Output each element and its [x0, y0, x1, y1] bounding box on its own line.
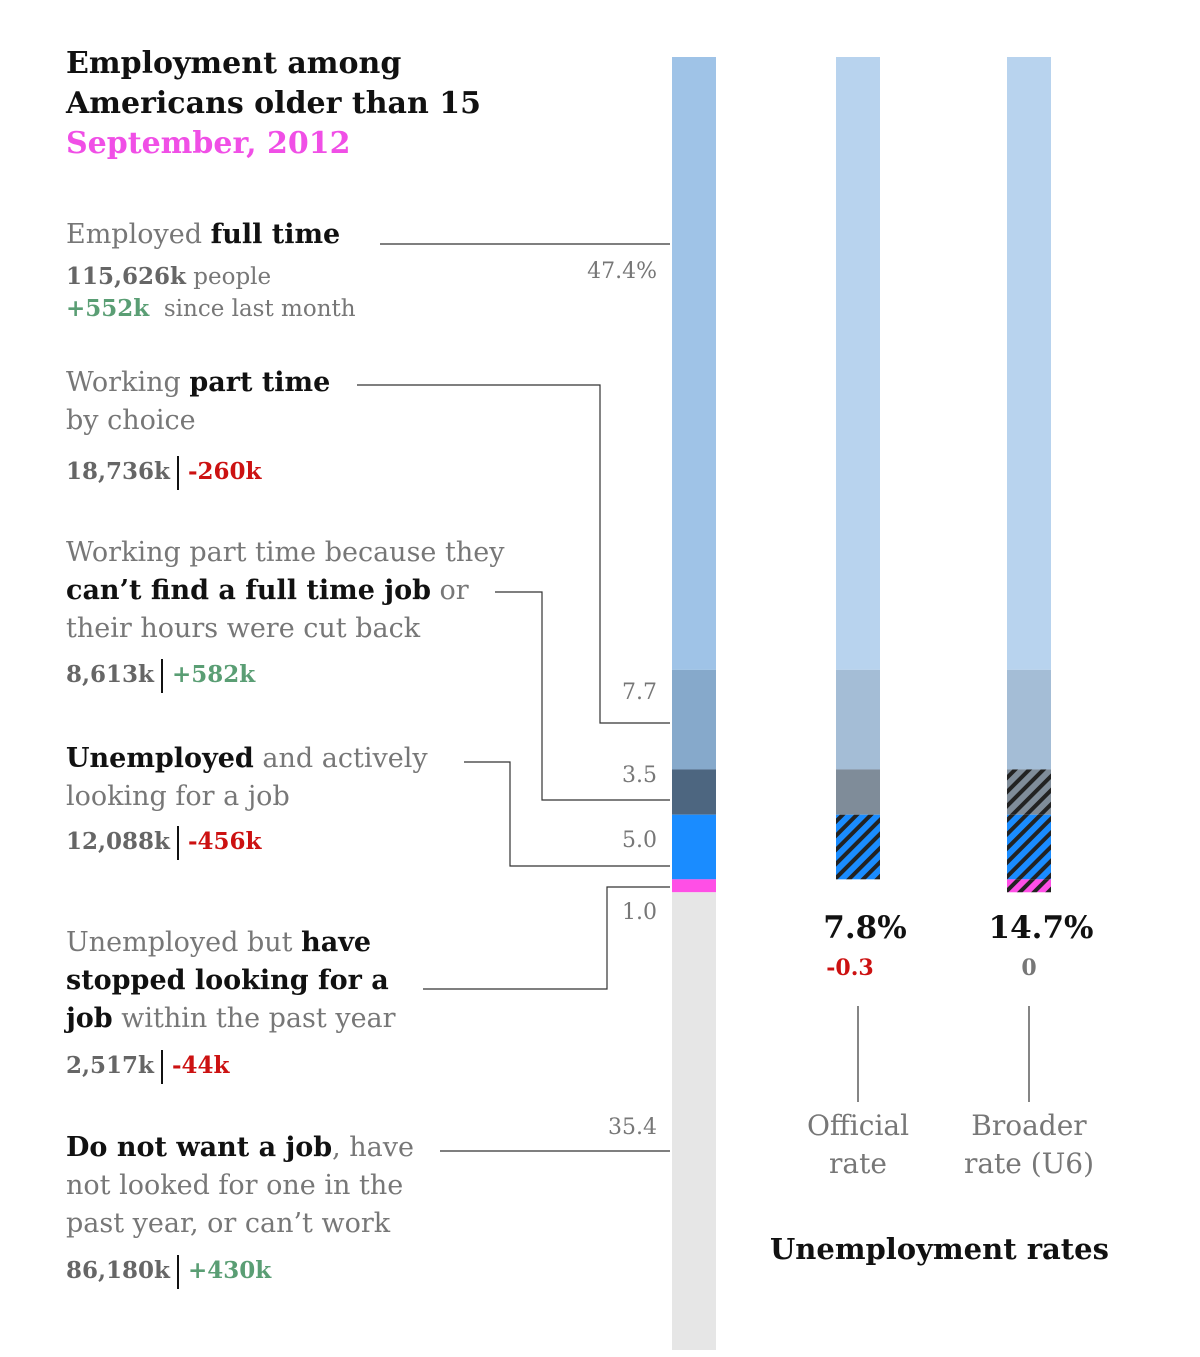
label-not-want-job: Do not want a job, have not looked for o… [66, 1129, 414, 1243]
u6-segment-part_time_economic [1007, 769, 1051, 815]
label-full-time-bold: full time [210, 219, 341, 250]
u6-rate-label-line2: rate (U6) [963, 1147, 1095, 1180]
unemployment-rates-title: Unemployment rates [770, 1232, 1109, 1266]
label-part-time-choice: Working part time by choice [66, 364, 330, 440]
label-part-time-economic: Working part time because they can’t fin… [66, 534, 504, 648]
title-line-2: Americans older than 15 [66, 86, 481, 121]
stat-separator [176, 826, 179, 860]
official-rate-bar [836, 57, 880, 880]
change-full-time: +552k [66, 295, 150, 322]
label-part-time-economic-bold: can’t find a full time job [66, 575, 431, 606]
label-stopped-looking-bold2: stopped looking for a [66, 965, 389, 996]
label-stopped-looking: Unemployed but have stopped looking for … [66, 924, 396, 1038]
u6-rate-label: Broader rate (U6) [929, 1107, 1129, 1183]
share-label-part-time-economic: 3.5 [622, 763, 657, 788]
stat-stopped-looking: 2,517k -44k [66, 1050, 229, 1084]
change-full-time-suffix: since last month [149, 296, 356, 322]
label-stopped-looking-bold: have [301, 927, 372, 958]
label-stopped-looking-post: within the past year [112, 1003, 396, 1034]
leader-part-time-economic [495, 591, 670, 801]
label-part-time-choice-post: by choice [66, 405, 196, 436]
main-stacked-bar [672, 57, 716, 1350]
u6-rate-change: 0 [1021, 955, 1037, 981]
count-stopped-looking: 2,517k [66, 1052, 154, 1079]
change-unemployed: -456k [187, 828, 262, 855]
change-stopped-looking: -44k [171, 1052, 230, 1079]
u6-rate-value: 14.7% [988, 910, 1094, 946]
label-unemployed: Unemployed and actively looking for a jo… [66, 740, 428, 816]
label-full-time-pre: Employed [66, 219, 211, 250]
official-rate-label-line1: Official [806, 1109, 910, 1142]
label-stopped-looking-pre: Unemployed but [66, 927, 302, 958]
label-part-time-economic-post2: their hours were cut back [66, 613, 421, 644]
count-full-time-suffix: people [185, 264, 272, 290]
bar-segment-stopped_looking [672, 879, 716, 893]
u6-segment-part_time_choice [1007, 669, 1051, 770]
count-part-time-choice: 18,736k [66, 458, 170, 485]
bar-segment-not_want [672, 892, 716, 1350]
label-stopped-looking-bold3: job [66, 1003, 113, 1034]
stat-full-time-change: +552k since last month [66, 294, 356, 324]
change-part-time-economic: +582k [171, 661, 256, 688]
leader-unemployed [464, 761, 670, 867]
share-label-stopped-looking: 1.0 [622, 900, 657, 925]
share-label-full-time: 47.4% [587, 259, 657, 284]
change-part-time-choice: -260k [187, 458, 262, 485]
stat-full-time-count: 115,626k people [66, 262, 271, 292]
count-not-want-job: 86,180k [66, 1257, 170, 1284]
leader-part-time-choice [357, 384, 670, 724]
share-label-unemployed: 5.0 [622, 828, 657, 853]
stat-separator [160, 1050, 163, 1084]
u6-segment-unemployed [1007, 814, 1051, 880]
official-segment-unemployed [836, 814, 880, 880]
count-unemployed: 12,088k [66, 828, 170, 855]
label-not-want-job-post: , have [332, 1132, 415, 1163]
official-rate-change: -0.3 [826, 955, 874, 981]
official-rate-label: Official rate [758, 1107, 958, 1183]
share-label-not-want-job: 35.4 [608, 1115, 657, 1140]
count-full-time: 115,626k [66, 263, 186, 290]
label-unemployed-bold: Unemployed [66, 743, 254, 774]
u6-segment-full_time [1007, 57, 1051, 670]
chart-title: Employment among Americans older than 15… [66, 44, 586, 164]
bar-segment-part_time_economic [672, 769, 716, 815]
bar-segment-part_time_choice [672, 669, 716, 770]
change-not-want-job: +430k [187, 1257, 272, 1284]
u6-rate-bar [1007, 57, 1051, 893]
official-segment-part_time_choice [836, 669, 880, 770]
leader-stopped-looking [423, 886, 670, 990]
stat-separator [176, 1255, 179, 1289]
official-rate-label-line2: rate [829, 1147, 887, 1180]
share-label-part-time-choice: 7.7 [622, 680, 657, 705]
official-segment-part_time_economic [836, 769, 880, 815]
chart-subtitle-date: September, 2012 [66, 126, 351, 161]
label-not-want-job-bold: Do not want a job [66, 1132, 333, 1163]
stat-separator [176, 456, 179, 490]
stat-unemployed: 12,088k -456k [66, 826, 261, 860]
title-line-1: Employment among [66, 46, 402, 81]
leader-lines [357, 243, 1030, 1152]
label-full-time: Employed full time [66, 216, 340, 254]
bar-segment-full_time [672, 57, 716, 670]
bar-segment-unemployed [672, 814, 716, 880]
stat-separator [160, 659, 163, 693]
label-part-time-economic-pre: Working part time because they [66, 537, 505, 568]
official-segment-full_time [836, 57, 880, 670]
label-part-time-economic-post: or [430, 575, 469, 606]
u6-segment-stopped_looking [1007, 879, 1051, 893]
u6-rate-label-line1: Broader [971, 1109, 1087, 1142]
label-part-time-choice-pre: Working [66, 367, 190, 398]
stat-part-time-choice: 18,736k -260k [66, 456, 261, 490]
label-not-want-job-post2: not looked for one in the [66, 1170, 404, 1201]
stat-part-time-economic: 8,613k +582k [66, 659, 255, 693]
count-part-time-economic: 8,613k [66, 661, 154, 688]
label-part-time-choice-bold: part time [189, 367, 331, 398]
label-not-want-job-post3: past year, or can’t work [66, 1208, 391, 1239]
label-unemployed-post: and actively [253, 743, 428, 774]
official-rate-value: 7.8% [823, 910, 907, 946]
stat-not-want-job: 86,180k +430k [66, 1255, 271, 1289]
label-unemployed-post2: looking for a job [66, 781, 290, 812]
